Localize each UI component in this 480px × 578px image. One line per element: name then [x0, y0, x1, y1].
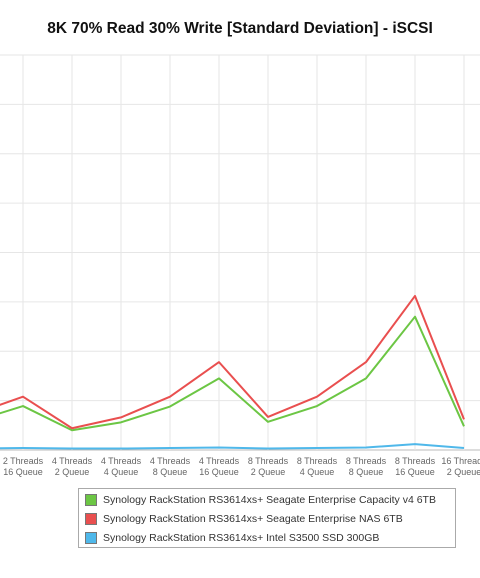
legend-swatch [85, 532, 97, 544]
legend-swatch [85, 513, 97, 525]
grid-lines [0, 54, 480, 451]
x-tick-label: 4 Threads 2 Queue [52, 456, 93, 477]
series-line-2 [0, 294, 465, 430]
x-tick-label: 8 Threads 8 Queue [346, 456, 387, 477]
legend-item[interactable]: Synology RackStation RS3614xs+ Seagate E… [85, 492, 436, 508]
x-tick-label: 8 Threads 16 Queue [395, 456, 436, 477]
legend-item[interactable]: Synology RackStation RS3614xs+ Seagate E… [85, 511, 403, 527]
x-tick-label: 8 Threads 2 Queue [248, 456, 289, 477]
chart-title: 8K 70% Read 30% Write [Standard Deviatio… [47, 20, 433, 37]
legend-label: Synology RackStation RS3614xs+ Intel S35… [103, 532, 380, 544]
legend-item[interactable]: Synology RackStation RS3614xs+ Intel S35… [85, 530, 379, 546]
series-line-3 [0, 443, 465, 450]
legend-label: Synology RackStation RS3614xs+ Seagate E… [103, 513, 403, 525]
series-line-1 [0, 315, 465, 432]
x-tick-label: 4 Threads 4 Queue [101, 456, 142, 477]
legend-swatch [85, 494, 97, 506]
series-layer [0, 294, 465, 450]
legend: Synology RackStation RS3614xs+ Seagate E… [78, 488, 456, 548]
x-tick-label: 8 Threads 4 Queue [297, 456, 338, 477]
legend-label: Synology RackStation RS3614xs+ Seagate E… [103, 494, 436, 506]
x-tick-label: 4 Threads 8 Queue [150, 456, 191, 477]
x-tick-label: 2 Threads 16 Queue [3, 456, 44, 477]
x-tick-label: 4 Threads 16 Queue [199, 456, 240, 477]
